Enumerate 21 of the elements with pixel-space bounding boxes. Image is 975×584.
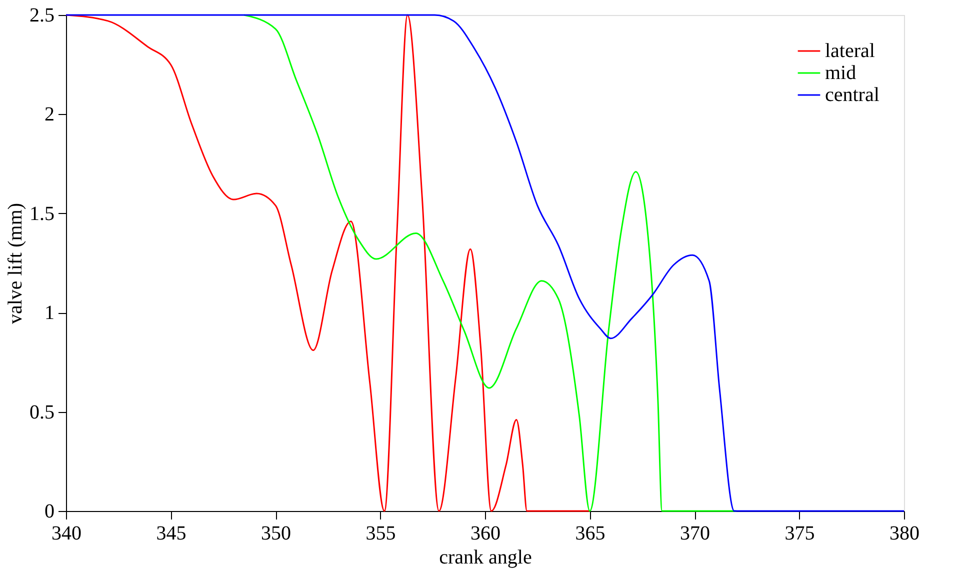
- x-tick-label: 345: [156, 522, 186, 544]
- line-series: [243, 14, 738, 512]
- y-tick-label: 0: [44, 500, 54, 522]
- x-tick-label: 350: [261, 522, 291, 544]
- y-tick-label: 1.5: [30, 202, 54, 225]
- x-tick-label: 340: [52, 522, 82, 544]
- x-tick-label: 355: [366, 522, 396, 544]
- y-tick-label: 1: [44, 302, 54, 324]
- y-axis-title: valve lift (mm): [4, 202, 26, 324]
- legend-label: central: [825, 84, 880, 106]
- y-tick-label: 2.5: [30, 4, 54, 26]
- x-tick-label: 375: [784, 522, 815, 544]
- y-tick-label: 2: [44, 104, 54, 126]
- x-tick-label: 360: [470, 522, 500, 544]
- y-tick-label: 0.5: [30, 401, 54, 424]
- x-tick-label: 380: [890, 522, 920, 544]
- x-tick-label: 370: [680, 522, 710, 544]
- legend-label: lateral: [825, 40, 876, 62]
- x-tick-label: 365: [575, 522, 606, 544]
- x-axis-title: crank angle: [439, 546, 532, 568]
- legend-label: mid: [825, 62, 856, 84]
